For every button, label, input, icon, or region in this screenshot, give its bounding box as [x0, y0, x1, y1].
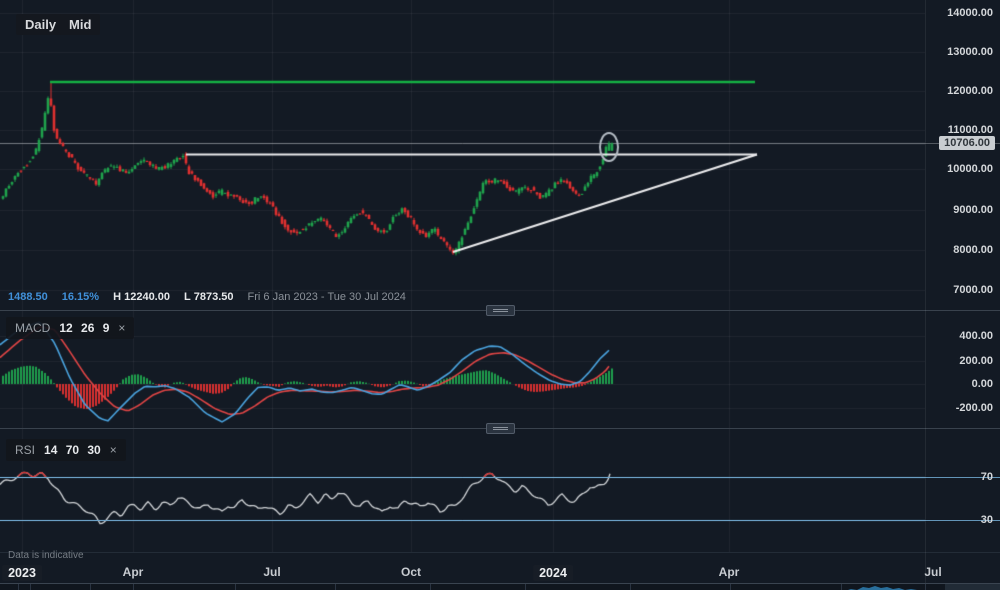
axis-tick-label: 14000.00 [947, 7, 993, 19]
time-label-year: 2023 [2, 565, 42, 581]
time-label-month: Apr [122, 565, 144, 579]
axis-tick-label: 13000.00 [947, 46, 993, 58]
change-value: 1488.50 [8, 291, 48, 303]
rsi-pane-drag-handle[interactable] [486, 423, 515, 434]
rsi-name: RSI [15, 443, 36, 457]
macd-indicator-label: MACD 12 26 9 × [6, 317, 135, 339]
time-axis[interactable]: 2023 Apr Jul Oct 2024 Apr Jul [0, 552, 1000, 583]
time-label-month: Jul [263, 565, 281, 579]
axis-tick-label: 400.00 [959, 330, 993, 342]
low-value: L 7873.50 [183, 291, 234, 303]
axis-tick-label: 0.00 [971, 378, 993, 390]
strip-divider [430, 584, 431, 590]
strip-divider [730, 584, 731, 590]
strip-divider [630, 584, 631, 590]
strip-divider [841, 584, 842, 590]
timeframe-daily-button[interactable]: Daily [16, 14, 66, 35]
strip-divider [925, 584, 926, 590]
strip-divider [133, 584, 134, 590]
strip-divider [30, 584, 31, 590]
axis-tick-label: 12000.00 [947, 85, 993, 97]
axis-tick-label: 9000.00 [953, 204, 993, 216]
date-range: Fri 6 Jan 2023 - Tue 30 Jul 2024 [247, 291, 406, 303]
axis-tick-label: 30 [980, 514, 993, 526]
rsi-chart-canvas[interactable] [0, 429, 925, 552]
axis-tick-label: 7000.00 [953, 284, 993, 296]
rsi-params: 14 70 30 [44, 443, 101, 457]
ohlc-info-bar: 1488.50 16.15% H 12240.00 L 7873.50 Fri … [8, 291, 406, 303]
time-label-month: Oct [400, 565, 422, 579]
macd-close-icon[interactable]: × [118, 321, 126, 335]
strip-divider [90, 584, 91, 590]
rsi-indicator-label: RSI 14 70 30 × [6, 439, 126, 461]
time-label-month: Apr [718, 565, 740, 579]
axis-tick-label: 11000.00 [947, 124, 993, 136]
last-price-label: 10706.00 [939, 136, 995, 150]
macd-params: 12 26 9 [59, 321, 110, 335]
time-label-year: 2024 [533, 565, 573, 581]
time-axis-separator [0, 552, 1000, 553]
axis-tick-label: 70 [980, 471, 993, 483]
disclaimer-text: Data is indicative [8, 550, 84, 561]
strip-divider [18, 584, 19, 590]
axis-tick-label: 10000.00 [947, 163, 993, 175]
rsi-oversold-line [0, 520, 1000, 521]
price-type-mid-button[interactable]: Mid [60, 14, 101, 35]
axis-tick-label: -200.00 [955, 402, 993, 414]
strip-divider [525, 584, 526, 590]
mini-sparkline [848, 586, 917, 590]
bottom-strip [0, 583, 1000, 590]
axis-tick-label: 8000.00 [953, 244, 993, 256]
macd-pane-drag-handle[interactable] [486, 305, 515, 316]
strip-cell [945, 584, 1000, 590]
macd-chart-canvas[interactable] [0, 311, 925, 428]
change-percent: 16.15% [61, 291, 100, 303]
macd-name: MACD [15, 321, 51, 335]
price-chart-canvas[interactable] [0, 0, 925, 310]
strip-divider [335, 584, 336, 590]
time-label-month: Jul [924, 565, 942, 579]
rsi-close-icon[interactable]: × [109, 443, 117, 457]
high-value: H 12240.00 [113, 291, 170, 303]
strip-divider [235, 584, 236, 590]
price-axis[interactable]: 10706.00 14000.00 13000.00 12000.00 11000.0… [925, 0, 1000, 583]
axis-tick-label: 200.00 [959, 355, 993, 367]
rsi-overbought-line [0, 477, 1000, 478]
